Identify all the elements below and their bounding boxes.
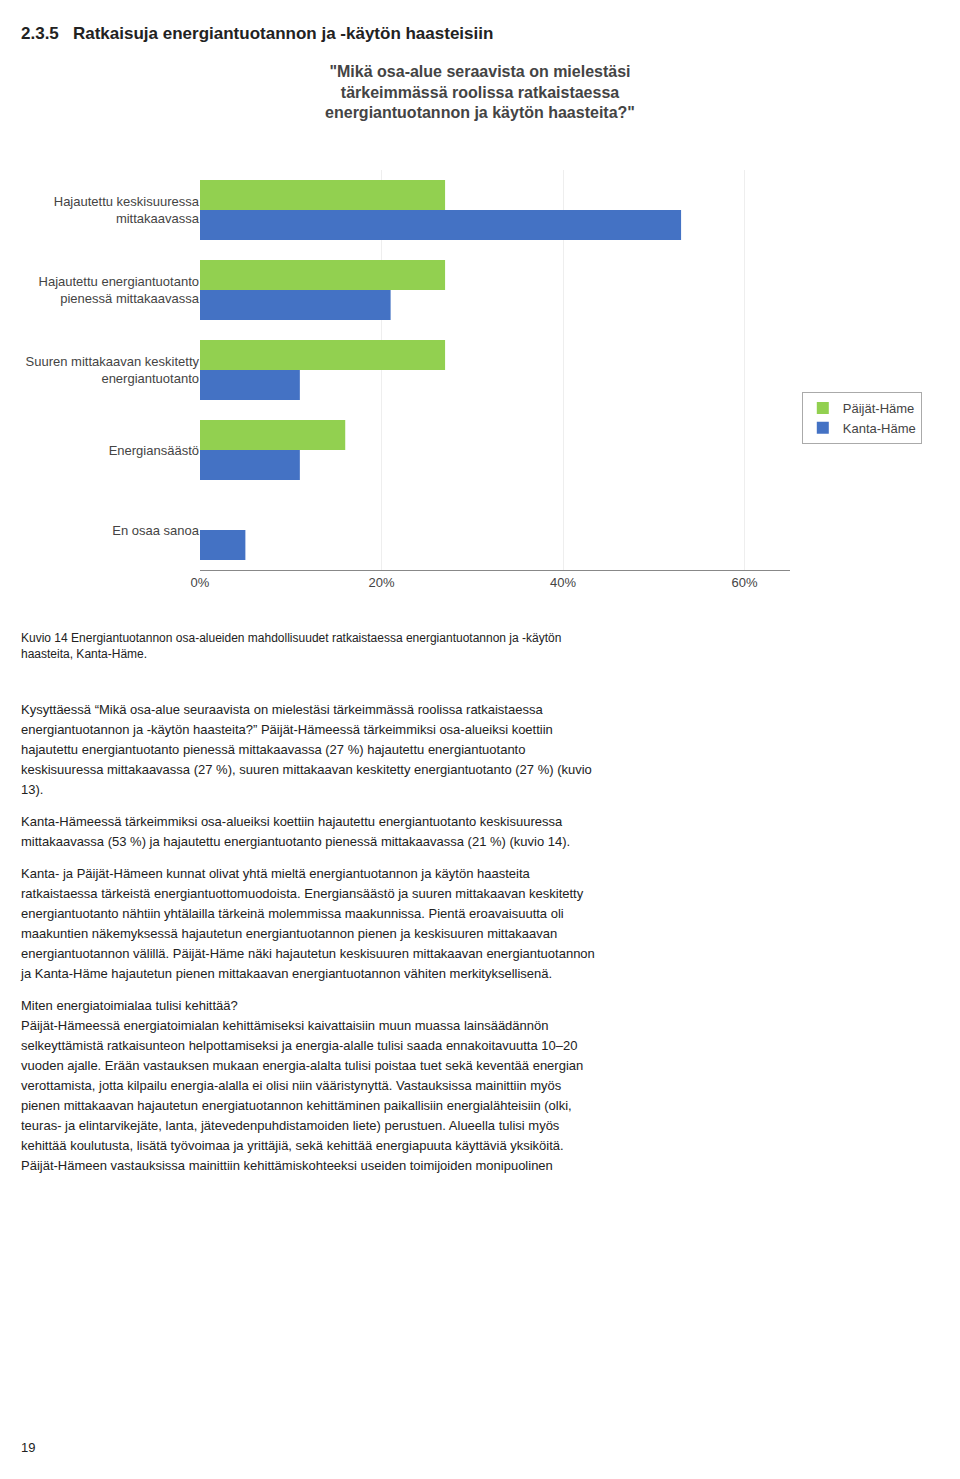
html-text:Päijät-Hämeen vastauksissa mai: Päijät-Hämeen vastauksissa mainittiin ke…: [21, 1158, 553, 1173]
svg-text:Suuren mittakaavan keskitettye: Suuren mittakaavan keskitettyenergiantuo…: [26, 354, 200, 386]
html-text:maakuntien näkemyksessä hajaut: maakuntien näkemyksessä hajautetun energ…: [21, 926, 558, 941]
html-text:13).: 13).: [21, 782, 44, 797]
html-text:energiantuotannon välillä. Päi: energiantuotannon välillä. Päijät-Häme n…: [21, 946, 595, 961]
html-text:vuoden ajalle. Erään vastaukse: vuoden ajalle. Erään vastauksen mukaan e…: [21, 1058, 584, 1073]
html-text:Kanta- ja Päijät-Hämeen kunnat: Kanta- ja Päijät-Hämeen kunnat olivat yh…: [21, 866, 530, 881]
html-text:kehittää koulutusta, lisätä ty: kehittää koulutusta, lisätä työvoimaa ja…: [21, 1138, 564, 1153]
html-text:pienen mittakaavan hajautetun: pienen mittakaavan hajautetun energiatuo…: [21, 1098, 572, 1113]
html-text:ja Kanta-Häme hajautetun piene: ja Kanta-Häme hajautetun pienen mittakaa…: [21, 966, 553, 981]
svg-text:Kanta-Häme: Kanta-Häme: [843, 421, 916, 436]
html-text:2.3.5 Ratkaisuja energiantuota: 2.3.5 Ratkaisuja energiantuotannon ja -k…: [21, 24, 494, 43]
html-text:verottamista, jotta kilpailu e: verottamista, jotta kilpailu energia-ala…: [21, 1078, 562, 1093]
html-text:19: 19: [21, 1440, 36, 1455]
html-text:Päijät-Hämeessä energiatoimial: Päijät-Hämeessä energiatoimialan kehittä…: [21, 1018, 549, 1033]
svg-text:40%: 40%: [550, 575, 576, 590]
html-text:teuras- ja elintarvikejäte, la: teuras- ja elintarvikejäte, lanta, jätev…: [21, 1118, 560, 1133]
html-text:Kanta-Hämeessä tärkeimmiksi os: Kanta-Hämeessä tärkeimmiksi osa-alueiksi…: [21, 814, 563, 829]
html-text:Kuvio 14 Energiantuotannon osa: Kuvio 14 Energiantuotannon osa-alueiden …: [21, 631, 562, 645]
svg-text:Hajautettu energiantuotantopie: Hajautettu energiantuotantopienessä mitt…: [39, 274, 200, 306]
svg-text:60%: 60%: [732, 575, 758, 590]
html-text:Kysyttäessä “Mikä osa-alue seu: Kysyttäessä “Mikä osa-alue seuraavista o…: [21, 702, 543, 717]
html-text:energiantuotannon ja -käytön h: energiantuotannon ja -käytön haasteita?”…: [21, 722, 553, 737]
html-text:keskisuuressa mittakaavassa (2: keskisuuressa mittakaavassa (27 %), suur…: [21, 762, 592, 777]
svg-text:20%: 20%: [369, 575, 395, 590]
svg-text:0%: 0%: [191, 575, 210, 590]
svg-text:Päijät-Häme: Päijät-Häme: [843, 401, 915, 416]
svg-text:En osaa sanoa: En osaa sanoa: [112, 523, 200, 538]
html-text:mittakaavassa (53 %) ja hajaut: mittakaavassa (53 %) ja hajautettu energ…: [21, 834, 571, 849]
html-text:hajautettu energiantuotanto pi: hajautettu energiantuotanto pienessä mit…: [21, 742, 526, 757]
svg-text:"Mikä osa-alue seraavista on m: "Mikä osa-alue seraavista on mielestäsit…: [325, 63, 635, 122]
svg-text:Energiansäästö: Energiansäästö: [109, 443, 199, 458]
html-text:energiantuotanto nähtiin yhtäl: energiantuotanto nähtiin yhtälailla tärk…: [21, 906, 564, 921]
html-text:selkeyttämistä ratkaisunteon h: selkeyttämistä ratkaisunteon helpottamis…: [21, 1038, 578, 1053]
html-text:ratkaistaessa tärkeistä energi: ratkaistaessa tärkeistä energiantuottomu…: [21, 886, 584, 901]
svg-text:Hajautettu keskisuuressamittak: Hajautettu keskisuuressamittakaavassa: [54, 194, 200, 226]
html-text:haasteita, Kanta-Häme.: haasteita, Kanta-Häme.: [21, 647, 148, 661]
html-text:Miten energiatoimialaa tulisi: Miten energiatoimialaa tulisi kehittää?: [21, 998, 238, 1013]
